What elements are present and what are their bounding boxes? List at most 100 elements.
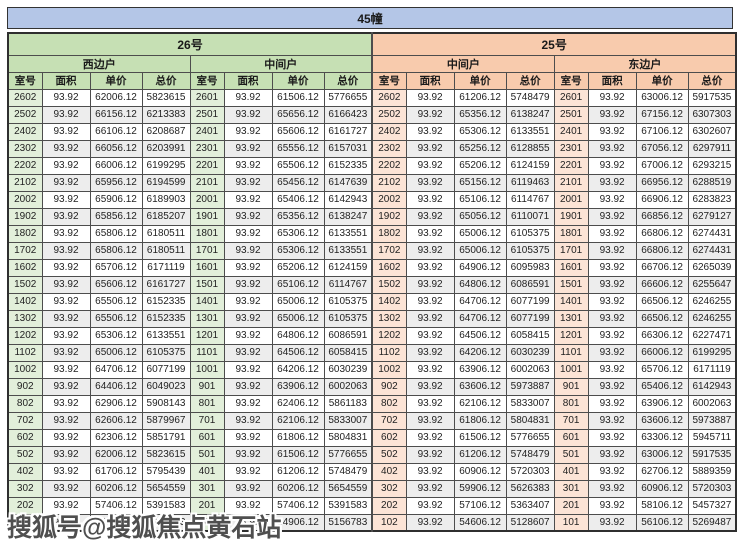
value-cell: 5804831 (505, 411, 555, 430)
value-cell: 93.92 (405, 326, 455, 345)
room-cell: 2502 (371, 105, 407, 124)
value-cell: 65956.12 (89, 173, 143, 192)
value-cell: 67056.12 (635, 139, 689, 158)
room-cell: 401 (189, 462, 225, 481)
value-cell: 67156.12 (635, 105, 689, 124)
value-cell: 60206.12 (271, 479, 325, 498)
value-cell: 93.92 (41, 377, 91, 396)
value-cell: 5833007 (505, 394, 555, 413)
col-header-room: 室号 (7, 71, 43, 90)
room-cell: 601 (189, 428, 225, 447)
room-cell: 902 (7, 377, 43, 396)
room-cell: 502 (371, 445, 407, 464)
value-cell: 6086591 (505, 275, 555, 294)
value-cell: 61506.12 (453, 428, 507, 447)
value-cell: 93.92 (223, 428, 273, 447)
value-cell: 60906.12 (453, 462, 507, 481)
room-cell: 501 (553, 445, 589, 464)
value-cell: 93.92 (41, 513, 91, 532)
table-row: 802 93.92 62906.12 5908143 801 93.92 62406.12 5… (7, 394, 737, 413)
value-cell: 93.92 (587, 190, 637, 209)
value-cell: 65156.12 (453, 173, 507, 192)
room-cell: 2302 (7, 139, 43, 158)
value-cell: 5363407 (505, 496, 555, 515)
value-cell: 93.92 (587, 428, 637, 447)
table-row: 2202 93.92 66006.12 6199295 2201 93.92 65506.1… (7, 156, 737, 175)
room-cell: 2002 (371, 190, 407, 209)
value-cell: 65506.12 (89, 292, 143, 311)
room-cell: 1201 (189, 326, 225, 345)
value-cell: 6161727 (323, 122, 373, 141)
room-cell: 1201 (553, 326, 589, 345)
value-cell: 93.92 (223, 241, 273, 260)
room-cell: 1502 (371, 275, 407, 294)
value-cell: 63906.12 (635, 394, 689, 413)
col-header-room: 室号 (189, 71, 225, 90)
value-cell: 65456.12 (271, 173, 325, 192)
value-cell: 5391583 (141, 496, 191, 515)
value-cell: 6180511 (141, 224, 191, 243)
value-cell: 6171119 (141, 258, 191, 277)
table-row: 2402 93.92 66106.12 6208687 2401 93.92 65606.1… (7, 122, 737, 141)
table-row: 702 93.92 62606.12 5879967 701 93.92 62106.12 5… (7, 411, 737, 430)
value-cell: 5908143 (141, 394, 191, 413)
value-cell: 93.92 (587, 445, 637, 464)
room-cell: 2501 (189, 105, 225, 124)
col-header-room: 室号 (553, 71, 589, 90)
value-cell: 5720303 (687, 479, 737, 498)
value-cell: 60906.12 (635, 479, 689, 498)
room-cell: 1902 (371, 207, 407, 226)
value-cell: 62106.12 (271, 411, 325, 430)
value-cell: 93.92 (405, 513, 455, 532)
value-cell: 6105375 (141, 343, 191, 362)
value-cell: 5776655 (323, 88, 373, 107)
room-cell: 2102 (371, 173, 407, 192)
col-header-unit-price: 单价 (271, 71, 325, 90)
room-cell: 1802 (7, 224, 43, 243)
value-cell: 61206.12 (453, 88, 507, 107)
room-cell: 1502 (7, 275, 43, 294)
value-cell: 6279127 (687, 207, 737, 226)
room-cell: 301 (553, 479, 589, 498)
table-row: 2002 93.92 65906.12 6189903 2001 93.92 65406.1… (7, 190, 737, 209)
room-cell: 1602 (7, 258, 43, 277)
room-cell: 301 (189, 479, 225, 498)
col-header-total-price: 总价 (687, 71, 737, 90)
room-cell: 801 (553, 394, 589, 413)
value-cell: 6208687 (141, 122, 191, 141)
value-cell: 6293215 (687, 156, 737, 175)
value-cell: 93.92 (587, 88, 637, 107)
value-cell: 63906.12 (453, 360, 507, 379)
value-cell: 93.92 (223, 275, 273, 294)
room-cell: 2001 (189, 190, 225, 209)
value-cell: 6283823 (687, 190, 737, 209)
room-cell: 1702 (371, 241, 407, 260)
value-cell: 64406.12 (89, 377, 143, 396)
table-row: 2602 93.92 62006.12 5823615 2601 93.92 61506.1… (7, 88, 737, 107)
value-cell: 65006.12 (453, 224, 507, 243)
value-cell: 93.92 (587, 139, 637, 158)
value-cell: 93.92 (405, 496, 455, 515)
value-cell: 63606.12 (453, 377, 507, 396)
room-cell: 902 (371, 377, 407, 396)
room-cell: 1602 (371, 258, 407, 277)
room-cell: 2602 (7, 88, 43, 107)
room-cell: 202 (371, 496, 407, 515)
value-cell: 64706.12 (453, 309, 507, 328)
col-header-unit-price: 单价 (635, 71, 689, 90)
room-cell: 2501 (553, 105, 589, 124)
room-cell: 502 (7, 445, 43, 464)
room-cell: 101 (553, 513, 589, 532)
value-cell: 65356.12 (453, 105, 507, 124)
col-header-area: 面积 (223, 71, 273, 90)
value-cell: 64206.12 (453, 343, 507, 362)
value-cell: 6114767 (323, 275, 373, 294)
value-cell: 6274431 (687, 224, 737, 243)
table-row: 1802 93.92 65806.12 6180511 1801 93.92 65306.1… (7, 224, 737, 243)
table-header: 26号 25号 西边户 中间户 中间户 东边户 室号 面积 单价 总价 室号 面积 单价 总价… (7, 32, 737, 90)
value-cell: 93.92 (587, 241, 637, 260)
value-cell: 6105375 (323, 292, 373, 311)
value-cell: 64206.12 (271, 360, 325, 379)
value-cell: 65806.12 (89, 224, 143, 243)
room-cell: 1402 (371, 292, 407, 311)
